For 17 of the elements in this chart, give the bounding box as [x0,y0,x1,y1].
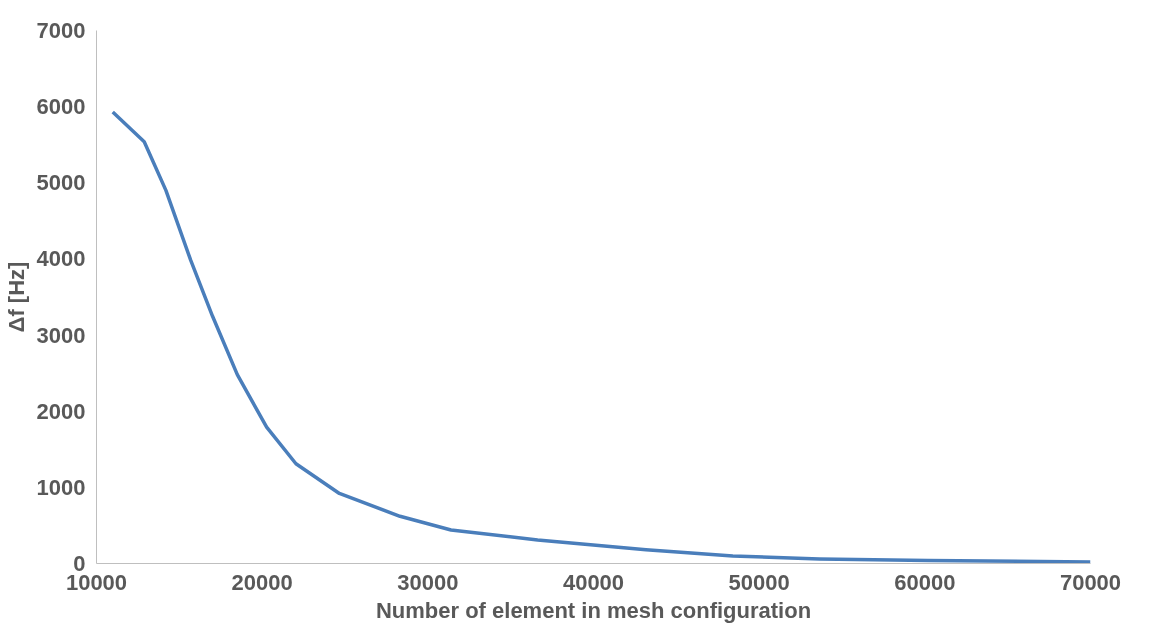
x-tick-label: 70000 [1059,569,1122,595]
y-axis-title: Δf [Hz] [3,261,29,333]
y-tick-label: 7000 [36,18,86,43]
x-tick-label: 50000 [728,569,790,595]
x-axis-title: Number of element in mesh configuration [375,597,812,623]
x-tick-label: 40000 [562,569,625,595]
line-series [110,110,1091,564]
y-tick-label: 5000 [36,170,86,196]
y-tick-label: 1000 [36,474,86,500]
y-tick-label: 4000 [36,246,86,272]
y-tick-label: 6000 [36,94,86,120]
y-tick-label: 2000 [36,398,86,424]
y-tick-label: 3000 [36,322,86,348]
y-tick-label: 0 [73,551,86,576]
x-tick-label: 20000 [231,569,293,595]
x-tick-label: 60000 [894,569,956,595]
x-tick-label: 30000 [397,569,459,595]
